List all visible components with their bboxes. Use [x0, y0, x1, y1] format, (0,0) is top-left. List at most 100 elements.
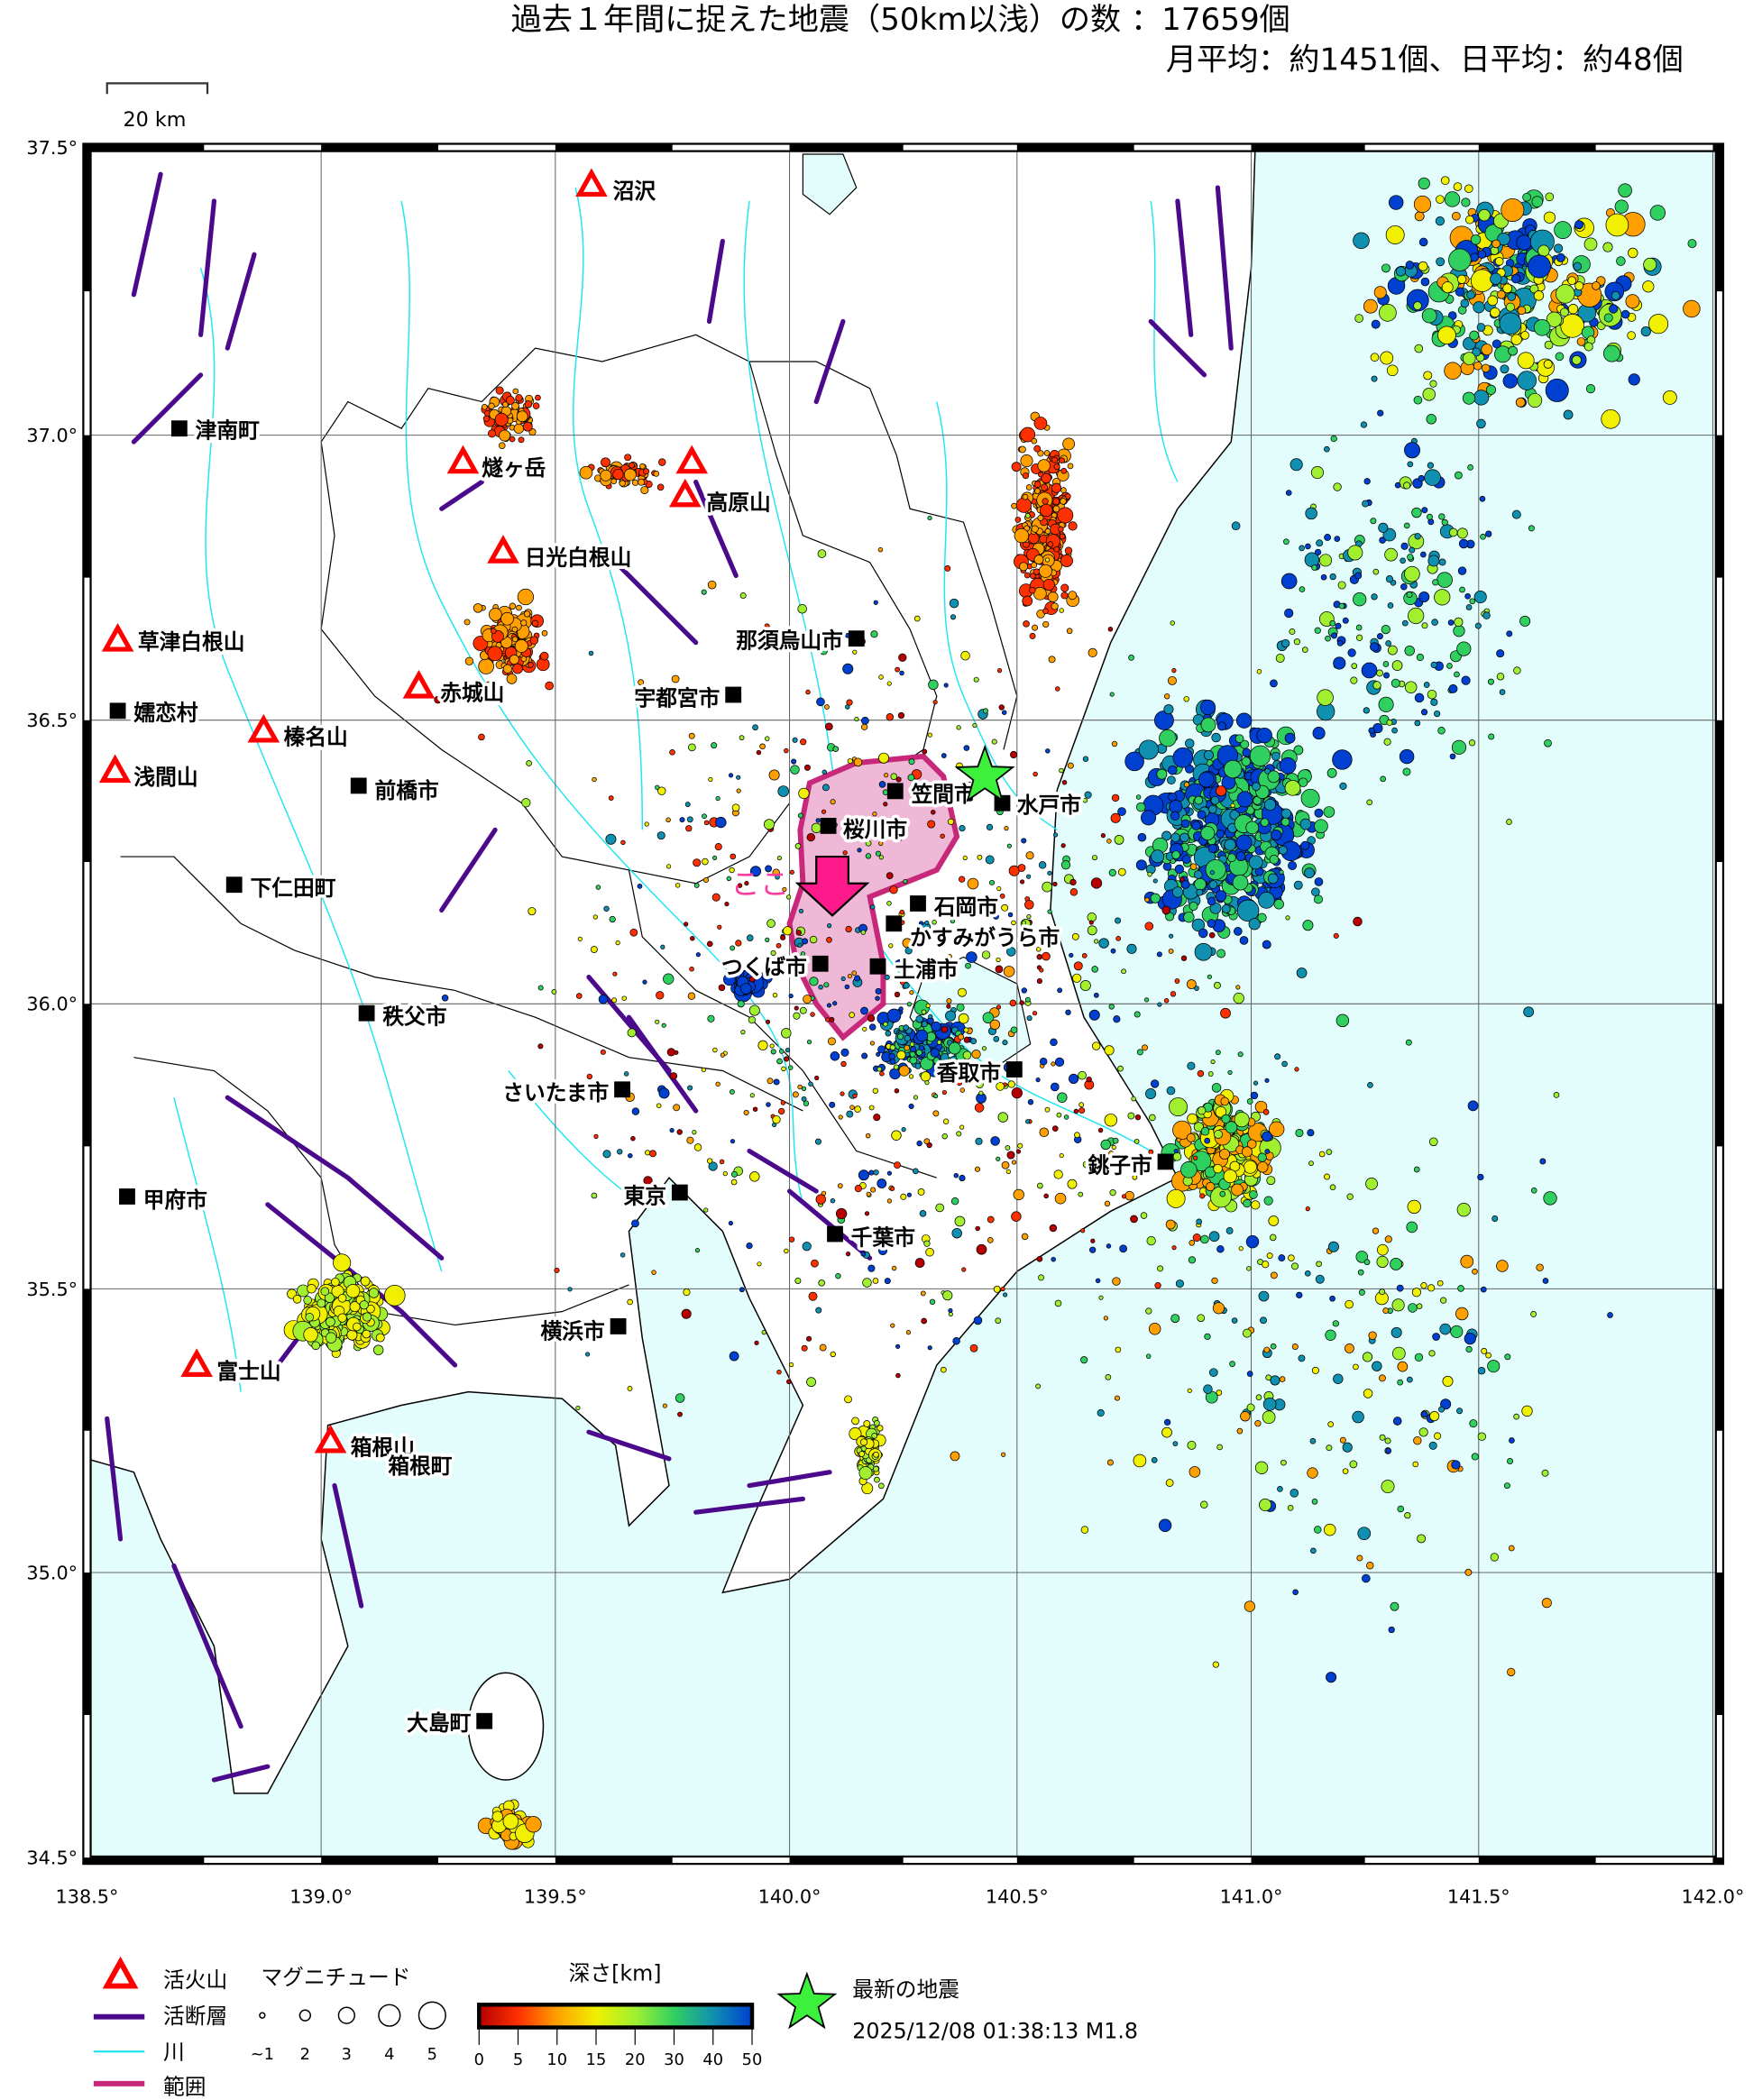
earthquake-dot [1230, 802, 1235, 808]
earthquake-dot [1097, 1127, 1104, 1133]
earthquake-dot [765, 937, 770, 942]
earthquake-dot [1333, 656, 1346, 670]
earthquake-dot [617, 1149, 623, 1155]
magnitude-circle-icon [259, 2012, 266, 2019]
lon-label: 139.0° [289, 1886, 353, 1908]
city-label: さいたま市 [502, 1080, 609, 1105]
earthquake-dot [1418, 591, 1430, 603]
depth-color-scale: 0 5 10 15 20 30 40 50 [474, 2003, 762, 2069]
earthquake-dot [1301, 647, 1308, 653]
earthquake-dot [1643, 257, 1657, 271]
earthquake-dot [963, 745, 970, 751]
magnitude-circle-icon [378, 2004, 401, 2027]
earthquake-dot [821, 809, 827, 814]
earthquake-dot [776, 855, 783, 861]
earthquake-dot [946, 998, 952, 1004]
earthquake-dot [853, 757, 863, 767]
lat-label: 35.5° [26, 1279, 78, 1300]
earthquake-dot [1368, 1331, 1377, 1340]
earthquake-dot [866, 1191, 871, 1197]
earthquake-dot [619, 480, 626, 487]
earthquake-dot [303, 1296, 312, 1305]
earthquake-dot [1197, 810, 1207, 820]
earthquake-dot [1510, 334, 1522, 345]
earthquake-dot [1093, 992, 1099, 998]
earthquake-dot [684, 922, 689, 927]
earthquake-dot [575, 993, 583, 999]
earthquake-dot [989, 1019, 1001, 1031]
earthquake-dot [877, 1045, 886, 1054]
earthquake-dot [889, 885, 898, 894]
earthquake-dot [690, 935, 695, 941]
lon-label: 141.5° [1447, 1886, 1510, 1908]
earthquake-dot [1240, 1410, 1251, 1422]
city-label: 箱根町 [388, 1453, 452, 1479]
earthquake-dot [1115, 1346, 1122, 1353]
earthquake-dot [1305, 507, 1317, 520]
earthquake-dot [858, 1451, 866, 1457]
earthquake-dot [1391, 727, 1398, 734]
earthquake-dot [842, 663, 854, 674]
earthquake-dot [1203, 1384, 1213, 1394]
earthquake-dot [1528, 525, 1535, 532]
earthquake-dot [921, 1021, 928, 1028]
earthquake-dot [803, 1100, 810, 1106]
earthquake-dot [500, 611, 514, 626]
earthquake-dot [1091, 855, 1098, 861]
earthquake-dot [1529, 284, 1539, 294]
earthquake-dot [1354, 314, 1363, 323]
earthquake-dot [1271, 751, 1280, 761]
earthquake-dot [1567, 303, 1579, 315]
earthquake-dot [1471, 1453, 1479, 1461]
here-label: ここ [730, 867, 789, 902]
earthquake-dot [1424, 469, 1441, 486]
earthquake-dot [1513, 1413, 1519, 1420]
river [1150, 200, 1179, 482]
earthquake-dot [1200, 1234, 1209, 1244]
earthquake-dot [1042, 951, 1051, 961]
earthquake-dot [1006, 843, 1012, 848]
earthquake-dot [826, 937, 832, 943]
earthquake-dot [1329, 1295, 1335, 1302]
earthquake-dot [1200, 1126, 1210, 1136]
city-marker-icon [994, 794, 1011, 812]
earthquake-dot [1136, 1049, 1143, 1056]
earthquake-dot [1193, 1122, 1204, 1133]
earthquake-dot [1110, 948, 1116, 954]
earthquake-dot [1271, 830, 1282, 841]
earthquake-dot [1454, 671, 1460, 678]
earthquake-dot [851, 970, 857, 976]
earthquake-dot [1406, 591, 1413, 598]
earthquake-dot [1409, 546, 1416, 554]
earthquake-dot [679, 817, 685, 823]
earthquake-dot [896, 1050, 906, 1060]
earthquake-dot [1241, 757, 1252, 766]
earthquake-dot [711, 855, 718, 860]
earthquake-dot [973, 676, 979, 683]
earthquake-dot [722, 1171, 728, 1177]
earthquake-dot [1648, 314, 1669, 335]
earthquake-dot [1299, 586, 1306, 592]
earthquake-dot [712, 1047, 718, 1053]
earthquake-dot [830, 1197, 836, 1204]
earthquake-dot [1379, 303, 1397, 322]
earthquake-dot [913, 1095, 919, 1100]
earthquake-dot [1432, 579, 1439, 586]
earthquake-dot [786, 1379, 792, 1385]
earthquake-dot [1026, 1015, 1033, 1022]
earthquake-dot [1054, 1057, 1065, 1067]
earthquake-dot [899, 670, 904, 676]
earthquake-dot [1151, 849, 1165, 864]
earthquake-dot [1133, 1453, 1147, 1468]
earthquake-dot [1196, 1218, 1202, 1225]
earthquake-dot [1511, 509, 1521, 519]
earthquake-dot [1262, 1109, 1270, 1115]
earthquake-dot [1183, 782, 1190, 788]
earthquake-dot [1246, 1139, 1257, 1150]
earthquake-dot [1447, 619, 1455, 626]
earthquake-dot [1189, 1240, 1196, 1246]
earthquake-dot [1453, 182, 1463, 191]
earthquake-dot [1045, 748, 1051, 754]
earthquake-dot [886, 1008, 902, 1023]
earthquake-dot [1455, 1307, 1469, 1321]
